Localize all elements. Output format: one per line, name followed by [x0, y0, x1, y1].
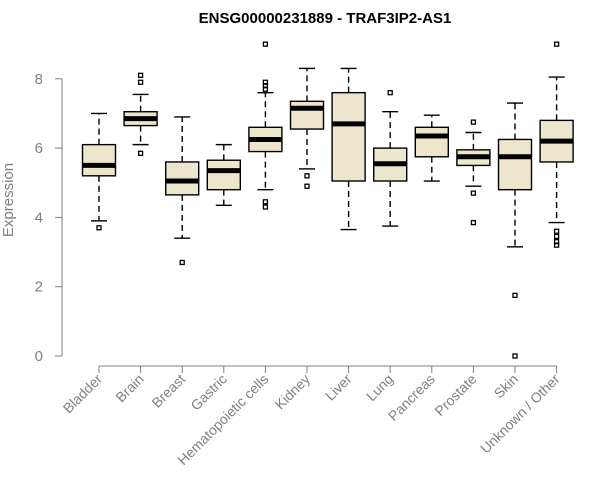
outlier-point	[512, 292, 518, 299]
outlier-point	[470, 119, 477, 125]
box-group	[289, 67, 325, 189]
outlier-point	[553, 239, 560, 245]
box-iqr	[289, 100, 325, 130]
box-group	[206, 143, 242, 206]
outlier-point	[262, 199, 269, 205]
box-group	[414, 114, 449, 182]
y-tick-label: 6	[35, 140, 43, 157]
y-tick-label: 0	[35, 348, 43, 365]
outlier-point	[137, 72, 144, 78]
outlier-point	[137, 150, 144, 156]
outlier-point	[262, 79, 269, 85]
box-group	[123, 72, 158, 156]
x-tick-label: Prostate	[431, 371, 479, 419]
box-iqr	[331, 91, 366, 182]
outlier-point	[553, 228, 560, 234]
box-group	[456, 119, 491, 226]
box-iqr	[81, 143, 117, 177]
box-iqr	[414, 126, 449, 158]
outlier-point	[304, 173, 310, 179]
outlier-point	[179, 259, 185, 266]
x-tick-label: Skin	[491, 371, 522, 402]
box-iqr	[206, 159, 242, 191]
outlier-point	[137, 79, 144, 85]
outlier-point	[96, 225, 102, 231]
box-group	[248, 41, 283, 210]
x-tick-label: Kidney	[272, 371, 314, 413]
x-tick-label: Lung	[363, 371, 396, 404]
outlier-point	[470, 190, 477, 196]
y-axis: 0 2 4 6 8	[35, 71, 63, 365]
x-tick-label: Unknown / Other	[477, 371, 563, 457]
box-group	[373, 90, 408, 227]
outlier-point	[262, 41, 269, 47]
outlier-point	[304, 183, 310, 189]
outlier-point	[553, 233, 560, 240]
outlier-point	[262, 204, 269, 210]
boxes-group	[81, 41, 574, 359]
x-tick-label: Liver	[322, 371, 355, 404]
outlier-point	[512, 353, 518, 359]
outlier-point	[470, 219, 477, 226]
x-tick-label: Bladder	[60, 371, 106, 417]
box-iqr	[164, 161, 200, 196]
box-group	[497, 102, 533, 359]
box-group	[81, 112, 117, 231]
x-tick-label: Breast	[148, 371, 188, 411]
outlier-point	[387, 90, 393, 96]
box-group	[539, 41, 574, 248]
chart-title: ENSG00000231889 - TRAF3IP2-AS1	[199, 10, 452, 27]
box-group	[331, 67, 366, 231]
box-group	[164, 116, 200, 266]
outlier-point	[553, 41, 560, 47]
y-tick-label: 4	[35, 209, 43, 226]
y-tick-label: 8	[35, 71, 43, 88]
x-tick-label: Brain	[112, 371, 146, 405]
y-tick-label: 2	[35, 279, 43, 296]
y-axis-label: Expression	[0, 163, 17, 237]
box-iqr	[497, 138, 533, 191]
